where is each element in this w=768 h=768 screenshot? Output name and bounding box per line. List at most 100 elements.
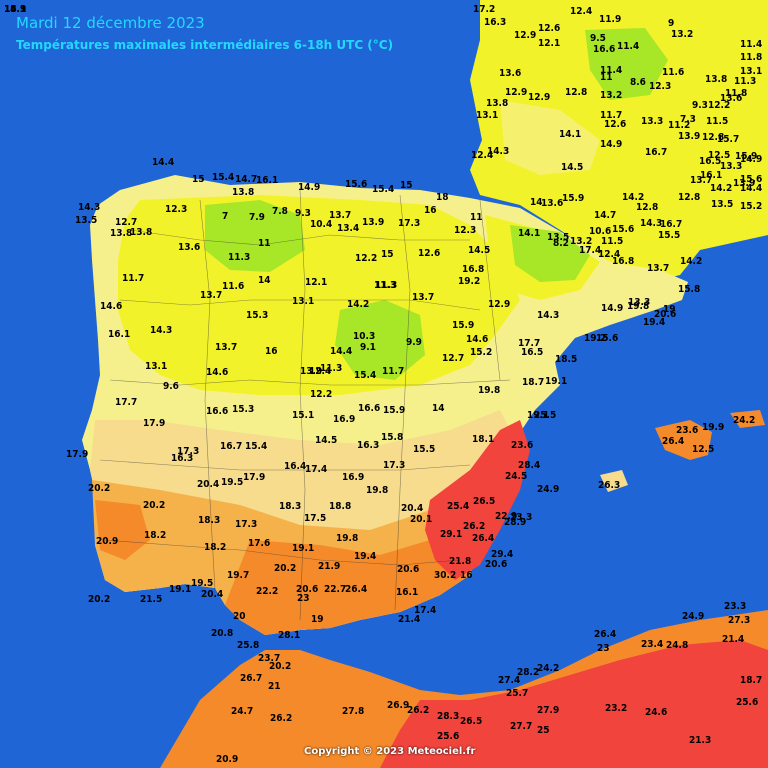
station-value: 16.3 — [484, 17, 506, 28]
station-value: 18.2 — [204, 542, 226, 553]
station-value: 21.9 — [318, 561, 340, 572]
station-value: 13.6 — [499, 68, 521, 79]
station-value: 11.8 — [740, 52, 762, 63]
station-value: 12.2 — [708, 100, 730, 111]
station-value: 17.9 — [66, 449, 88, 460]
station-value: 24.5 — [505, 471, 527, 482]
station-value: 9.3 — [692, 100, 708, 111]
station-value: 12.8 — [565, 87, 587, 98]
station-value: 20.9 — [96, 536, 118, 547]
station-value: 12.3 — [165, 204, 187, 215]
station-value: 19.8 — [336, 533, 358, 544]
station-value: 27.8 — [342, 706, 364, 717]
station-value: 14.3 — [78, 202, 100, 213]
station-value: 9.3 — [295, 208, 311, 219]
station-value: 19.1 — [545, 376, 567, 387]
station-value: 20.4 — [401, 503, 423, 514]
map-subtitle: Températures maximales intermédiaires 6-… — [16, 38, 394, 52]
station-value: 11.5 — [601, 236, 623, 247]
station-value: 13.3 — [641, 116, 663, 127]
station-value: 20.6 — [485, 559, 507, 570]
station-value: 23 — [597, 643, 610, 654]
station-value: 21.8 — [449, 556, 471, 567]
station-value: 24.7 — [231, 706, 253, 717]
station-value: 13.2 — [600, 90, 622, 101]
station-value: 12.9 — [528, 92, 550, 103]
station-value: 8.6 — [630, 77, 646, 88]
station-value: 17.4 — [305, 464, 327, 475]
station-value: 20 — [233, 611, 246, 622]
station-value: 21.3 — [689, 735, 711, 746]
station-value: 20.8 — [211, 628, 233, 639]
station-value: 16.3 — [357, 440, 379, 451]
station-value: 15.9 — [735, 151, 757, 162]
station-value: 11.7 — [382, 366, 404, 377]
station-value: 19.1 — [292, 543, 314, 554]
region-boundaries — [99, 189, 511, 621]
station-value: 14.3 — [537, 310, 559, 321]
station-value: 11.3 — [375, 280, 397, 291]
station-value: 15 — [4, 4, 17, 15]
station-value: 19.9 — [702, 422, 724, 433]
station-value: 14.5 — [468, 245, 490, 256]
station-value: 13.7 — [690, 175, 712, 186]
station-value: 16 — [424, 205, 437, 216]
station-value: 20.2 — [143, 500, 165, 511]
station-value: 14.2 — [710, 183, 732, 194]
station-value: 26.9 — [387, 700, 409, 711]
station-value: 15.8 — [381, 432, 403, 443]
station-value: 7.9 — [249, 212, 265, 223]
station-value: 14.2 — [680, 256, 702, 267]
station-value: 13.8 — [130, 227, 152, 238]
station-value: 13.8 — [232, 187, 254, 198]
station-value: 19.2 — [458, 276, 480, 287]
station-value: 18.7 — [740, 675, 762, 686]
station-value: 14.2 — [622, 192, 644, 203]
station-value: 26.5 — [473, 496, 495, 507]
station-value: 23.3 — [510, 512, 532, 523]
station-value: 12.8 — [636, 202, 658, 213]
station-value: 15.4 — [354, 370, 376, 381]
station-value: 12.9 — [514, 30, 536, 41]
station-value: 19.2 — [584, 333, 606, 344]
station-value: 28.2 — [517, 667, 539, 678]
zone-cool-center — [335, 300, 425, 380]
station-value: 12.7 — [115, 217, 137, 228]
station-value: 18.7 — [522, 377, 544, 388]
station-value: 15 — [400, 180, 413, 191]
station-value: 16.7 — [220, 441, 242, 452]
station-value: 9.5 — [590, 33, 606, 44]
station-value: 17.5 — [304, 513, 326, 524]
station-value: 22.2 — [256, 586, 278, 597]
station-value: 9.6 — [163, 381, 179, 392]
station-value: 25 — [537, 725, 550, 736]
station-value: 15.8 — [678, 284, 700, 295]
station-value: 19.4 — [354, 551, 376, 562]
station-value: 13.9 — [362, 217, 384, 228]
station-value: 13.6 — [720, 93, 742, 104]
station-value: 28.3 — [437, 711, 459, 722]
station-value: 20.6 — [397, 564, 419, 575]
station-value: 13.7 — [647, 263, 669, 274]
station-value: 17.9 — [143, 418, 165, 429]
station-value: 12.5 — [692, 444, 714, 455]
station-value: 10.3 — [353, 331, 375, 342]
station-value: 13.9 — [733, 178, 755, 189]
station-value: 14.1 — [559, 129, 581, 140]
station-value: 19 — [663, 304, 676, 315]
station-value: 16.1 — [256, 175, 278, 186]
station-value: 19.8 — [627, 301, 649, 312]
station-value: 16.3 — [4, 4, 26, 15]
station-value: 13.7 — [200, 290, 222, 301]
station-value: 17.3 — [398, 218, 420, 229]
station-value: 22.9 — [495, 511, 517, 522]
station-value: 13.9 — [300, 366, 322, 377]
station-value: 13.4 — [337, 223, 359, 234]
station-value: 11.8 — [725, 88, 747, 99]
station-value: 18.9 — [4, 4, 26, 15]
station-value: 13.5 — [75, 215, 97, 226]
station-value: 21.4 — [722, 634, 744, 645]
station-value: 23.7 — [258, 653, 280, 664]
land-ibiza — [600, 470, 628, 492]
